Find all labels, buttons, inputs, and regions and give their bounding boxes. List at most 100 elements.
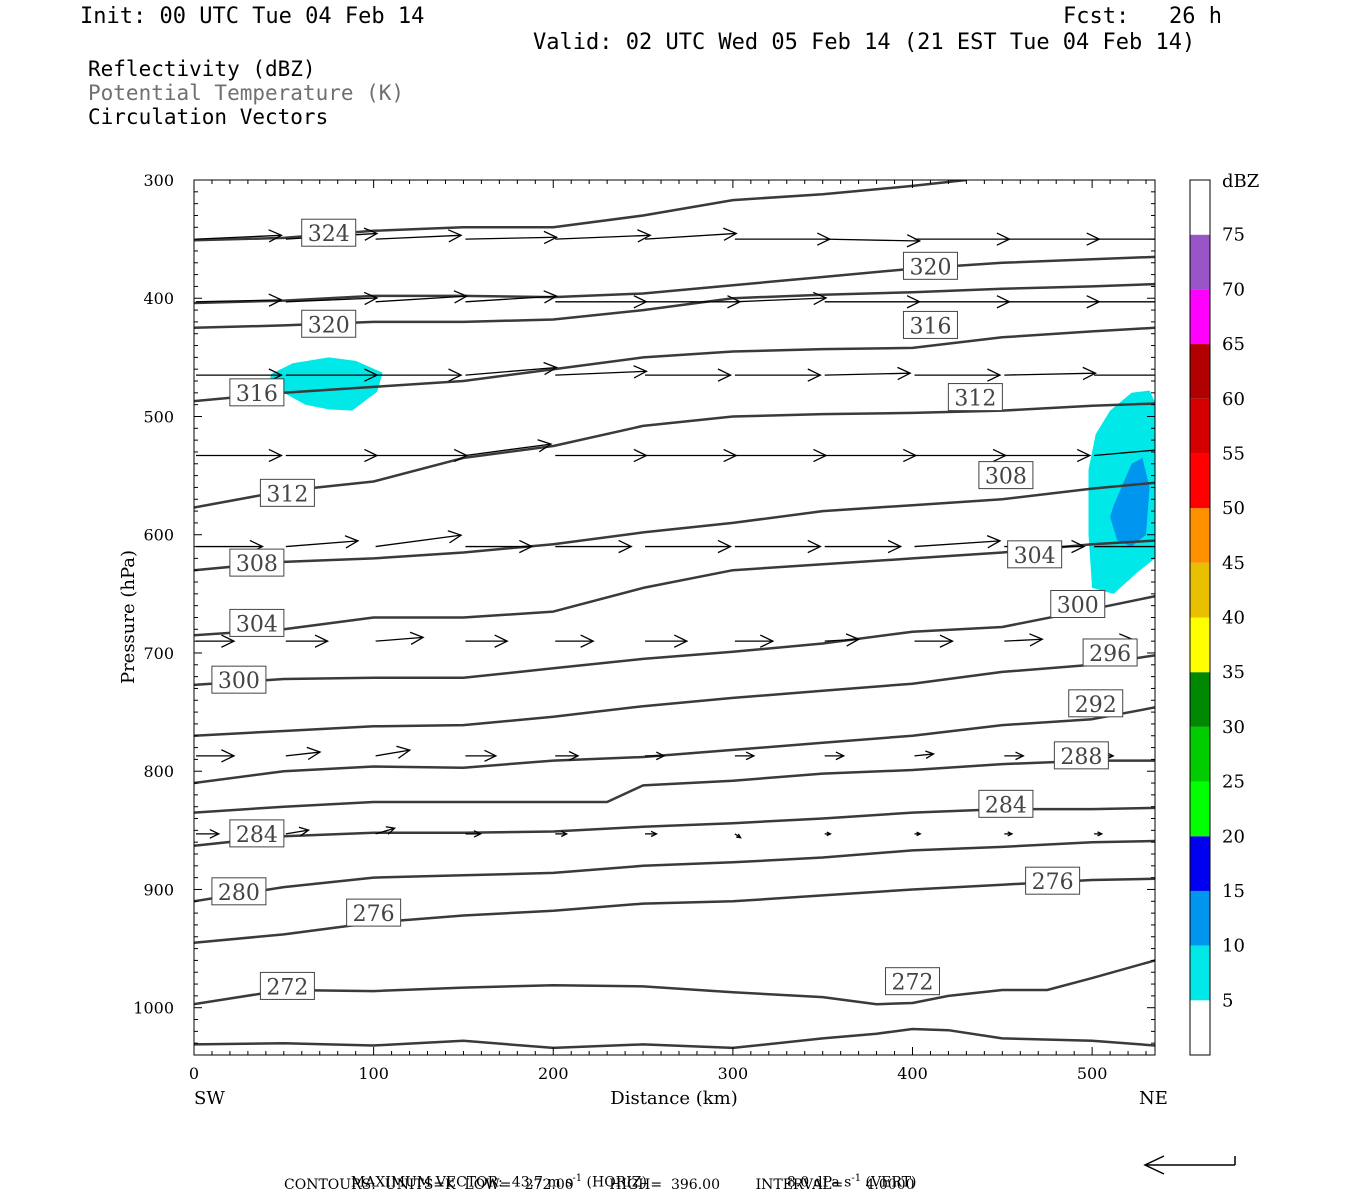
- y-tick-label: 600: [143, 526, 174, 545]
- colorbar-bin: [1190, 453, 1210, 509]
- circulation-vectors: [195, 227, 1155, 839]
- colorbar-bin: [1190, 836, 1210, 891]
- contour-label: 312: [947, 383, 1003, 412]
- colorbar-bin: [1190, 398, 1210, 454]
- x-end-label-left: SW: [194, 1088, 225, 1109]
- circulation-vector: [285, 291, 379, 306]
- contour-label-text: 296: [1089, 642, 1131, 667]
- y-tick-label: 800: [143, 762, 174, 781]
- contour-label-text: 284: [236, 823, 278, 848]
- contour-label: 292: [1068, 689, 1124, 718]
- circulation-vector: [285, 634, 330, 648]
- circulation-vector: [555, 448, 648, 463]
- circulation-vector: [555, 830, 569, 838]
- legend-potential-temperature: Potential Temperature (K): [88, 81, 405, 105]
- contour-label-text: 308: [236, 552, 278, 577]
- colorbar-bin: [1190, 617, 1210, 673]
- contour-label: 276: [1025, 866, 1081, 895]
- contour-label-text: 280: [218, 881, 260, 906]
- theta-contour-296: [194, 594, 1155, 687]
- circulation-vector: [465, 439, 553, 457]
- legend-reflectivity: Reflectivity (dBZ): [88, 57, 316, 81]
- contour-label-text: 316: [909, 314, 951, 339]
- x-end-label-right: NE: [1139, 1088, 1168, 1109]
- circulation-vector: [645, 539, 733, 554]
- circulation-vector: [734, 368, 822, 382]
- max-vector-vertical: 8.0 dPa s-1 (VERT): [786, 1173, 917, 1191]
- max-vector-horiz: MAXIMUM VECTOR: 43.7 m s: [350, 1174, 573, 1191]
- circulation-vector: [195, 293, 283, 307]
- contour-label-text: 316: [236, 382, 278, 407]
- colorbar: 5 10 15 20 25 30 35 40 45 50 55 60 65 70 75: [1189, 179, 1245, 1056]
- x-tick-label: 400: [897, 1064, 928, 1083]
- circulation-vector: [824, 366, 912, 381]
- contour-label: 324: [301, 218, 357, 247]
- contour-label: 276: [346, 898, 402, 927]
- reflectivity-area-0: [269, 357, 383, 411]
- axis-ticks: 300 400 500 600 700 800 900 1000 0 100 200 300 400 50…: [133, 171, 1155, 1083]
- reference-vector-icon: [1143, 1155, 1236, 1175]
- circulation-vector: [824, 295, 922, 309]
- circulation-vector: [914, 634, 954, 648]
- contour-label: 316: [902, 310, 958, 339]
- circulation-vector: [824, 751, 846, 761]
- contour-label-text: 320: [909, 255, 951, 280]
- colorbar-bin: [1190, 1000, 1210, 1055]
- circulation-vector: [734, 751, 756, 761]
- circulation-vector: [196, 828, 221, 839]
- circulation-vector: [914, 750, 935, 760]
- circulation-vector: [285, 826, 311, 837]
- contour-label-text: 324: [308, 222, 350, 247]
- circulation-vector: [465, 290, 559, 304]
- circulation-vector: [645, 830, 658, 838]
- contour-label-text: 276: [1032, 870, 1074, 895]
- circulation-vector: [1094, 374, 1155, 376]
- circulation-vector: [375, 631, 425, 645]
- colorbar-bin: [1190, 781, 1210, 837]
- circulation-vector: [734, 833, 742, 839]
- x-axis-label: Distance (km): [610, 1088, 737, 1109]
- contour-label: 312: [259, 478, 315, 507]
- contour-label-text: 304: [236, 612, 278, 637]
- colorbar-title: dBZ: [1222, 171, 1259, 192]
- contour-label: 308: [978, 461, 1034, 490]
- colorbar-bin: [1190, 726, 1210, 782]
- theta-contour-284: [194, 759, 1155, 814]
- y-tick-label: 1000: [133, 999, 174, 1018]
- circulation-vector: [465, 539, 534, 554]
- x-tick-label: 200: [538, 1064, 569, 1083]
- circulation-vector: [824, 633, 861, 647]
- circulation-vector: [914, 295, 1011, 309]
- theta-contour-304: [194, 481, 1155, 572]
- circulation-vector: [375, 368, 463, 382]
- theta-contour-268: [194, 959, 1155, 1006]
- circulation-vector: [375, 229, 463, 243]
- colorbar-level-label: 45: [1222, 553, 1245, 574]
- circulation-vector: [734, 539, 822, 554]
- contour-label-text: 300: [1057, 593, 1099, 618]
- circulation-vector: [824, 448, 918, 463]
- contour-label-text: 288: [1060, 745, 1102, 770]
- circulation-vector: [1094, 238, 1155, 240]
- circulation-vector: [1094, 545, 1155, 548]
- theta-contour-308: [194, 402, 1155, 509]
- circulation-vector: [1004, 232, 1101, 246]
- circulation-vector: [645, 295, 742, 309]
- contour-label: 280: [211, 877, 267, 906]
- contour-label: 304: [1007, 540, 1063, 569]
- circulation-vector: [555, 750, 580, 761]
- contour-label: 296: [1082, 638, 1138, 667]
- circulation-vector: [1004, 295, 1101, 309]
- colorbar-level-label: 65: [1222, 334, 1245, 355]
- circulation-vector: [914, 368, 1002, 382]
- circulation-vector: [465, 230, 559, 245]
- contour-label: 300: [1050, 589, 1106, 618]
- circulation-vector: [645, 227, 738, 241]
- theta-contour-288: [194, 706, 1155, 785]
- circulation-vector: [196, 448, 283, 463]
- contour-label: 304: [229, 608, 285, 637]
- circulation-vector: [375, 826, 397, 835]
- circulation-vector: [285, 535, 360, 549]
- circulation-vector: [1094, 831, 1104, 837]
